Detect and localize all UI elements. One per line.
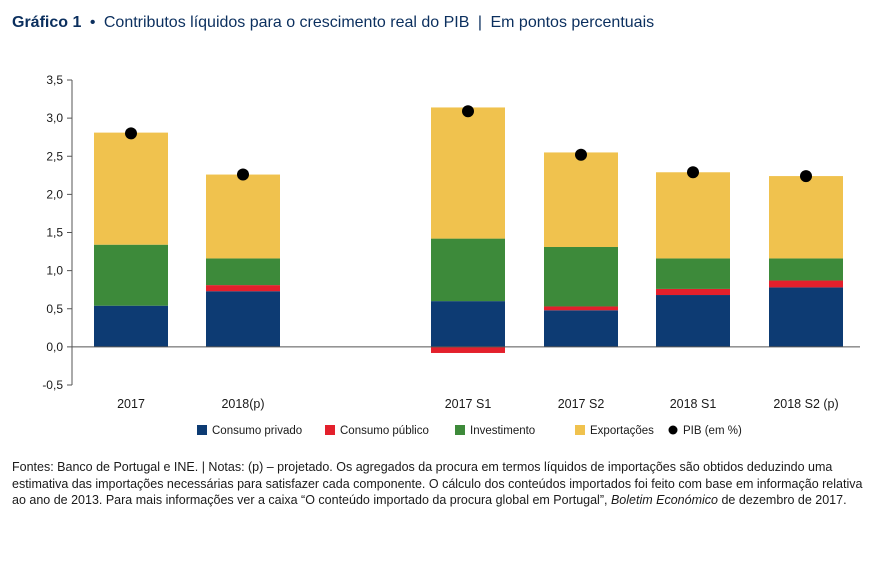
pib-marker	[575, 148, 587, 161]
bar-exportacoes	[94, 132, 168, 245]
x-tick-label: 2017	[117, 397, 145, 411]
bar-consumo-publico	[656, 288, 730, 296]
y-tick-label: 1,5	[46, 226, 63, 240]
bar-consumo-publico	[769, 280, 843, 288]
bar-consumo-privado	[769, 287, 843, 347]
bar-exportacoes	[431, 107, 505, 239]
bar-consumo-publico	[544, 306, 618, 311]
chart-unit: Em pontos percentuais	[490, 14, 655, 31]
bar-consumo-privado	[656, 295, 730, 347]
chart-title-text: Contributos líquidos para o crescimento …	[103, 14, 470, 31]
notes-text: Fontes: Banco de Portugal e INE. | Notas…	[12, 460, 863, 507]
bar-consumo-privado	[431, 301, 505, 347]
notes-publication: Boletim Económico	[610, 493, 718, 507]
legend-swatch	[197, 425, 207, 435]
y-tick-label: 2,5	[46, 149, 63, 163]
x-tick-label: 2017 S2	[558, 397, 605, 411]
chart-title: Gráfico 1 • Contributos líquidos para o …	[12, 14, 654, 32]
pib-marker	[687, 166, 699, 179]
bar-investimento	[544, 246, 618, 307]
y-tick-label: 0,5	[46, 302, 63, 316]
legend-swatch	[455, 425, 465, 435]
x-tick-label: 2017 S1	[445, 397, 492, 411]
y-tick-label: 3,0	[46, 111, 63, 125]
source-notes: Fontes: Banco de Portugal e INE. | Notas…	[12, 459, 874, 509]
pib-marker	[800, 170, 812, 183]
legend-swatch	[325, 425, 335, 435]
legend-label: Consumo público	[340, 425, 429, 437]
x-tick-label: 2018(p)	[221, 397, 264, 411]
y-tick-label: 1,0	[46, 264, 63, 278]
bar-investimento	[769, 258, 843, 281]
chart-number: Gráfico 1	[12, 14, 82, 31]
bar-exportacoes	[206, 174, 280, 259]
legend-label: Consumo privado	[212, 425, 302, 437]
legend-marker	[668, 425, 678, 435]
notes-end: de dezembro de 2017.	[721, 493, 847, 507]
title-separator: •	[89, 14, 96, 31]
bar-investimento	[431, 238, 505, 302]
pib-marker	[462, 105, 474, 118]
bar-investimento	[656, 258, 730, 289]
legend-label: Exportações	[590, 425, 654, 437]
x-tick-label: 2018 S1	[670, 397, 717, 411]
title-divider: |	[477, 14, 483, 31]
stacked-bar-chart: 3,5 3,0 2,5 2,0 1,5 1,0 0,5 0,0 -0,5 2017 2018(p) 2…	[42, 73, 860, 437]
bar-exportacoes	[544, 152, 618, 247]
pib-marker	[237, 168, 249, 181]
y-tick-label: -0,5	[42, 378, 63, 392]
bar-consumo-publico	[206, 285, 280, 292]
bar-consumo-privado	[94, 305, 168, 347]
bar-exportacoes	[769, 176, 843, 259]
y-tick-label: 2,0	[46, 187, 63, 201]
bar-investimento	[94, 244, 168, 306]
bar-consumo-publico	[431, 346, 505, 353]
y-tick-label: 0,0	[46, 340, 63, 354]
x-tick-label: 2018 S2 (p)	[773, 397, 838, 411]
bar-exportacoes	[656, 172, 730, 259]
pib-marker	[125, 127, 137, 140]
y-tick-label: 3,5	[46, 73, 63, 87]
bar-consumo-privado	[544, 310, 618, 347]
bar-investimento	[206, 258, 280, 286]
bar-consumo-privado	[206, 291, 280, 347]
legend-label: PIB (em %)	[683, 425, 742, 437]
legend-label: Investimento	[470, 425, 535, 437]
legend-swatch	[575, 425, 585, 435]
